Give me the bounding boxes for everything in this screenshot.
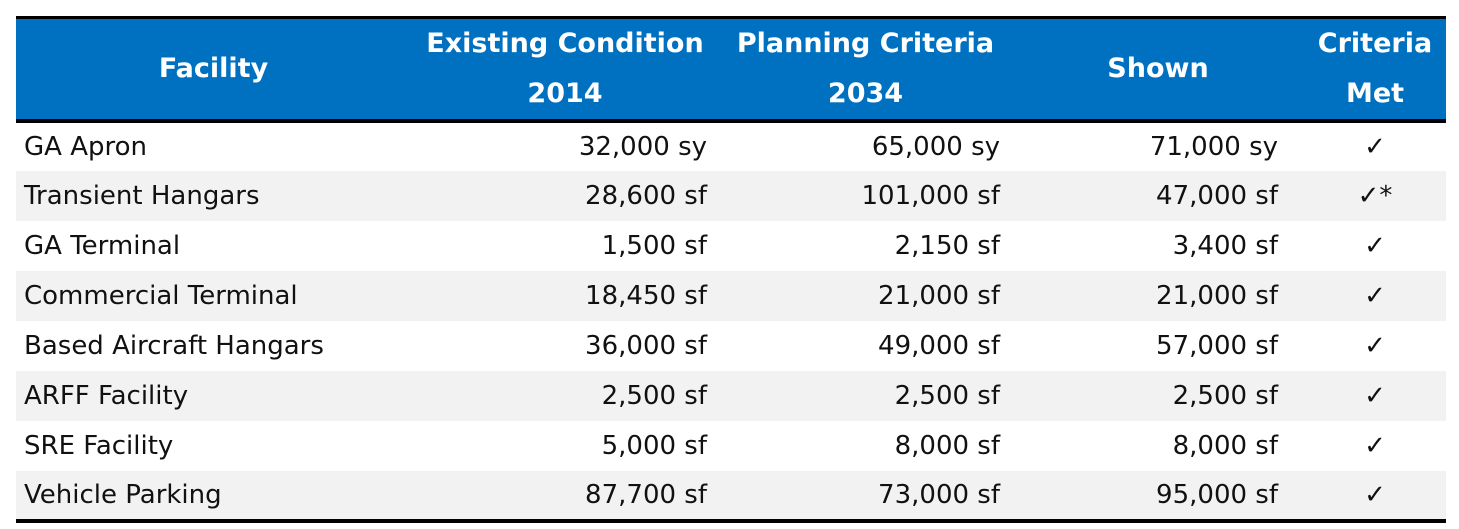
- header-facility: Facility: [158, 53, 269, 84]
- criteria-met-check: ✓*: [1357, 181, 1393, 211]
- facility-cell: Transient Hangars: [24, 181, 260, 211]
- table-row: SRE Facility 5,000 sf 8,000 sf 8,000 sf …: [16, 421, 1446, 471]
- existing-cell: 5,000 sf: [601, 431, 707, 461]
- existing-cell: 28,600 sf: [585, 181, 707, 211]
- criteria-met-check: ✓: [1364, 431, 1386, 461]
- header-shown: Shown: [1107, 53, 1209, 84]
- facility-cell: GA Terminal: [24, 231, 181, 261]
- existing-cell: 18,450 sf: [585, 281, 707, 311]
- planning-cell: 21,000 sf: [878, 281, 1000, 311]
- criteria-met-check: ✓: [1364, 480, 1386, 510]
- existing-cell: 2,500 sf: [601, 381, 707, 411]
- planning-cell: 101,000 sf: [861, 181, 1000, 211]
- table-row: ARFF Facility 2,500 sf 2,500 sf 2,500 sf…: [16, 371, 1446, 421]
- header-planning-criteria: Planning Criteria 2034: [736, 28, 995, 109]
- header-existing-condition: Existing Condition 2014: [426, 28, 704, 109]
- table-row: Transient Hangars 28,600 sf 101,000 sf 4…: [16, 171, 1446, 221]
- facility-cell: Commercial Terminal: [24, 281, 298, 311]
- criteria-met-check: ✓: [1364, 132, 1386, 162]
- planning-cell: 65,000 sy: [871, 132, 1000, 162]
- criteria-met-check: ✓: [1364, 331, 1386, 361]
- existing-cell: 32,000 sy: [578, 132, 707, 162]
- shown-cell: 21,000 sf: [1156, 281, 1278, 311]
- planning-cell: 73,000 sf: [878, 480, 1000, 510]
- table-body: GA Apron 32,000 sy 65,000 sy 71,000 sy ✓…: [16, 121, 1446, 521]
- existing-cell: 36,000 sf: [585, 331, 707, 361]
- facility-cell: Vehicle Parking: [24, 480, 222, 510]
- shown-cell: 47,000 sf: [1156, 181, 1278, 211]
- facility-cell: GA Apron: [24, 132, 147, 162]
- table-header: Facility Existing Condition 2014 Plannin…: [16, 17, 1446, 121]
- facility-requirements-table: Facility Existing Condition 2014 Plannin…: [16, 16, 1446, 523]
- facility-table-container: Facility Existing Condition 2014 Plannin…: [16, 16, 1446, 523]
- existing-cell: 1,500 sf: [601, 231, 707, 261]
- table-row: Vehicle Parking 87,700 sf 73,000 sf 95,0…: [16, 471, 1446, 521]
- table-row: Commercial Terminal 18,450 sf 21,000 sf …: [16, 271, 1446, 321]
- shown-cell: 3,400 sf: [1172, 231, 1278, 261]
- header-row: Facility Existing Condition 2014 Plannin…: [16, 17, 1446, 121]
- shown-cell: 8,000 sf: [1172, 431, 1278, 461]
- criteria-met-check: ✓: [1364, 381, 1386, 411]
- existing-cell: 87,700 sf: [585, 480, 707, 510]
- table-row: GA Terminal 1,500 sf 2,150 sf 3,400 sf ✓: [16, 221, 1446, 271]
- shown-cell: 57,000 sf: [1156, 331, 1278, 361]
- table-row: Based Aircraft Hangars 36,000 sf 49,000 …: [16, 321, 1446, 371]
- criteria-met-check: ✓: [1364, 231, 1386, 261]
- facility-cell: ARFF Facility: [24, 381, 189, 411]
- planning-cell: 2,150 sf: [894, 231, 1000, 261]
- table-row: GA Apron 32,000 sy 65,000 sy 71,000 sy ✓: [16, 121, 1446, 171]
- shown-cell: 2,500 sf: [1172, 381, 1278, 411]
- planning-cell: 2,500 sf: [894, 381, 1000, 411]
- criteria-met-check: ✓: [1364, 281, 1386, 311]
- facility-cell: Based Aircraft Hangars: [24, 331, 324, 361]
- header-criteria-met: Criteria Met: [1317, 28, 1433, 109]
- facility-cell: SRE Facility: [24, 431, 174, 461]
- planning-cell: 49,000 sf: [878, 331, 1000, 361]
- shown-cell: 71,000 sy: [1149, 132, 1278, 162]
- shown-cell: 95,000 sf: [1156, 480, 1278, 510]
- planning-cell: 8,000 sf: [894, 431, 1000, 461]
